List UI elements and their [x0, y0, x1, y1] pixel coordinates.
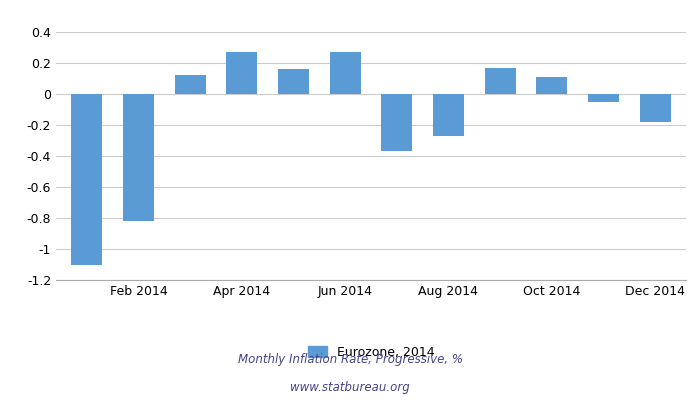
Bar — [433, 94, 464, 136]
Bar — [382, 94, 412, 151]
Text: Monthly Inflation Rate, Progressive, %: Monthly Inflation Rate, Progressive, % — [237, 354, 463, 366]
Bar — [278, 69, 309, 94]
Bar — [226, 52, 258, 94]
Bar — [330, 52, 360, 94]
Bar — [175, 75, 206, 94]
Bar — [588, 94, 619, 102]
Text: www.statbureau.org: www.statbureau.org — [290, 382, 410, 394]
Bar — [123, 94, 154, 221]
Bar — [640, 94, 671, 122]
Bar — [71, 94, 102, 264]
Bar — [484, 68, 516, 94]
Bar — [536, 77, 567, 94]
Legend: Eurozone, 2014: Eurozone, 2014 — [303, 341, 439, 364]
